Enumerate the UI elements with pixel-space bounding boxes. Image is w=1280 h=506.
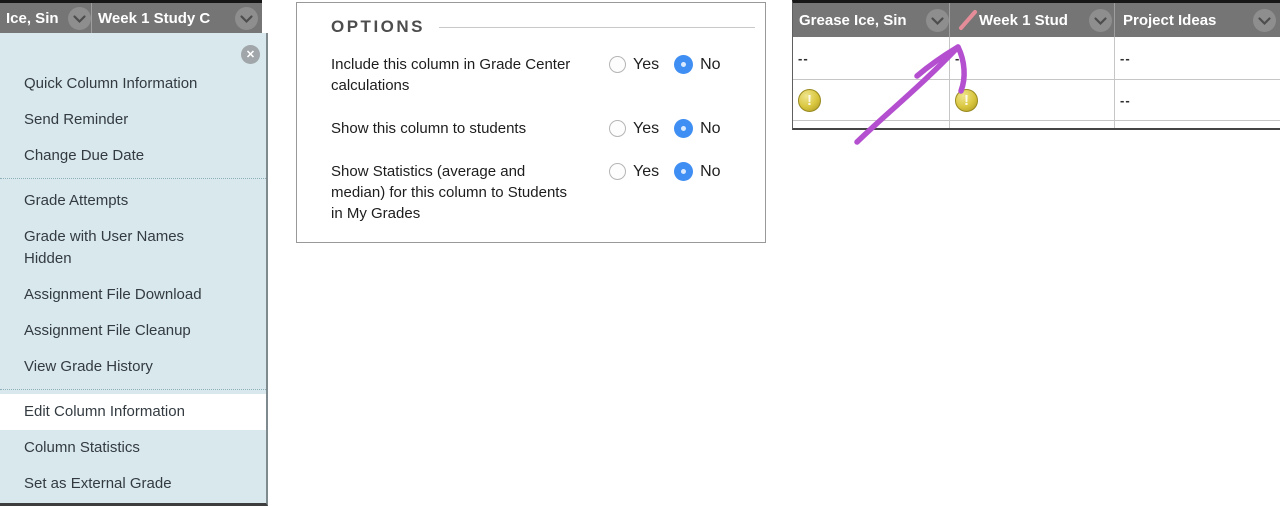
column-header-project-ideas[interactable]: Project Ideas: [1115, 3, 1280, 37]
radio-yes-label[interactable]: Yes: [633, 55, 660, 73]
radio-yes-unselected[interactable]: [609, 163, 626, 180]
menu-item-column-statistics[interactable]: Column Statistics: [24, 439, 140, 456]
needs-grading-icon[interactable]: [798, 88, 821, 112]
grade-center-header-left: Ice, Sin Week 1 Study C: [0, 0, 262, 33]
grade-cell[interactable]: --: [1115, 37, 1280, 79]
close-icon[interactable]: ✕: [241, 45, 260, 64]
chevron-down-icon[interactable]: [235, 6, 258, 30]
column-header-label: Grease Ice, Sin: [799, 11, 907, 29]
radio-yes-unselected[interactable]: [609, 120, 626, 137]
column-header-week1-study[interactable]: Week 1 Study C: [92, 3, 262, 33]
menu-item-grade-user-names-hidden[interactable]: Grade with User Names Hidden: [24, 228, 185, 267]
column-header-label: Project Ideas: [1123, 11, 1217, 29]
options-panel: OPTIONS Include this column in Grade Cen…: [296, 2, 766, 243]
menu-item-change-due-date[interactable]: Change Due Date: [24, 147, 145, 164]
options-title-row: OPTIONS: [297, 3, 765, 37]
grade-cell[interactable]: --: [950, 37, 1115, 79]
grade-table-header: Grease Ice, Sin Week 1 Stud Project Idea…: [793, 3, 1280, 37]
option-row-show-to-students: Show this column to students Yes No: [331, 118, 765, 139]
menu-item-assignment-file-cleanup[interactable]: Assignment File Cleanup: [24, 322, 191, 339]
options-title: OPTIONS: [331, 17, 426, 36]
option-label: Include this column in Grade Center calc…: [331, 56, 571, 94]
column-header-label: Week 1 Stud: [979, 11, 1068, 29]
title-rule: [439, 26, 755, 28]
column-header-ice-sin[interactable]: Ice, Sin: [0, 3, 92, 33]
grade-center-table: Grease Ice, Sin Week 1 Stud Project Idea…: [792, 0, 1280, 130]
column-context-menu: ✕ Quick Column Information Send Reminder…: [0, 33, 268, 506]
menu-item-edit-column-information[interactable]: Edit Column Information: [0, 394, 266, 430]
menu-item-quick-column-information[interactable]: Quick Column Information: [24, 75, 198, 92]
empty-grade-value: --: [955, 50, 966, 66]
option-row-include-in-calculations: Include this column in Grade Center calc…: [331, 54, 765, 96]
table-row: [793, 121, 1280, 128]
grade-cell[interactable]: [1115, 121, 1280, 128]
column-header-label: Week 1 Study C: [98, 9, 211, 27]
chevron-down-icon[interactable]: [1089, 8, 1112, 32]
menu-divider: [0, 389, 266, 390]
column-header-label: Ice, Sin: [6, 9, 59, 27]
menu-item-assignment-file-download[interactable]: Assignment File Download: [24, 286, 202, 303]
chevron-down-icon[interactable]: [926, 8, 949, 32]
radio-no-label[interactable]: No: [700, 55, 721, 73]
column-header-grease-ice-sin[interactable]: Grease Ice, Sin: [793, 3, 950, 37]
table-row: -- -- --: [793, 37, 1280, 80]
menu-item-grade-attempts[interactable]: Grade Attempts: [24, 192, 129, 209]
context-menu-list: Quick Column Information Send Reminder C…: [0, 66, 266, 502]
empty-grade-value: --: [798, 50, 809, 66]
needs-grading-icon[interactable]: [955, 88, 978, 112]
menu-item-view-grade-history[interactable]: View Grade History: [24, 358, 153, 375]
chevron-down-icon[interactable]: [68, 6, 91, 30]
grade-cell[interactable]: [793, 121, 950, 128]
option-row-show-statistics: Show Statistics (average and median) for…: [331, 161, 765, 224]
radio-yes-label[interactable]: Yes: [633, 119, 660, 137]
grade-cell[interactable]: [793, 80, 950, 120]
grade-cell[interactable]: --: [1115, 80, 1280, 120]
radio-no-selected[interactable]: [674, 55, 694, 74]
radio-no-selected[interactable]: [674, 119, 694, 138]
radio-yes-unselected[interactable]: [609, 56, 626, 73]
radio-no-selected[interactable]: [674, 162, 694, 181]
radio-yes-label[interactable]: Yes: [633, 162, 660, 180]
grade-cell[interactable]: [950, 121, 1115, 128]
radio-no-label[interactable]: No: [700, 119, 721, 137]
grade-cell[interactable]: [950, 80, 1115, 120]
radio-no-label[interactable]: No: [700, 162, 721, 180]
grade-cell[interactable]: --: [793, 37, 950, 79]
column-header-week1-stud[interactable]: Week 1 Stud: [950, 3, 1115, 37]
empty-grade-value: --: [1120, 92, 1131, 108]
menu-divider: [0, 178, 266, 179]
option-label: Show this column to students: [331, 120, 527, 137]
empty-grade-value: --: [1120, 50, 1131, 66]
menu-item-set-as-external-grade[interactable]: Set as External Grade: [24, 475, 172, 492]
table-row: --: [793, 80, 1280, 121]
option-label: Show Statistics (average and median) for…: [331, 163, 567, 222]
menu-item-send-reminder[interactable]: Send Reminder: [24, 111, 129, 128]
column-hidden-icon: [959, 10, 977, 30]
chevron-down-icon[interactable]: [1253, 8, 1276, 32]
